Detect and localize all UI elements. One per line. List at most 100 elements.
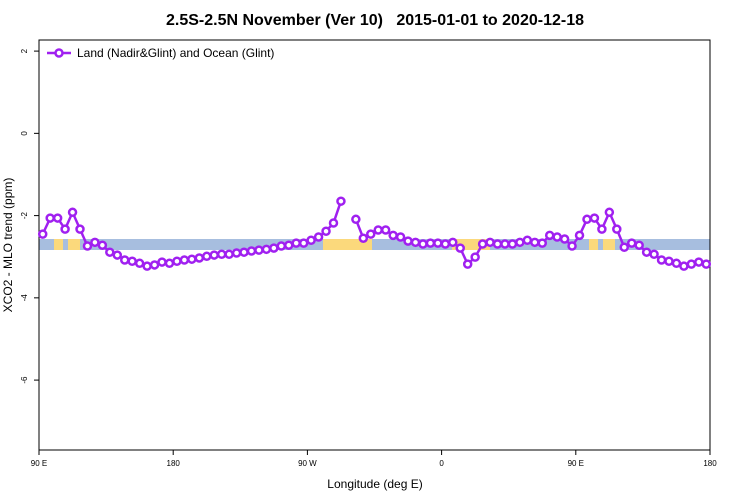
data-point bbox=[418, 239, 428, 249]
data-point bbox=[679, 261, 689, 271]
data-point bbox=[380, 225, 391, 235]
data-point bbox=[597, 224, 607, 234]
data-point bbox=[470, 252, 480, 262]
data-point bbox=[604, 207, 615, 218]
data-point bbox=[656, 255, 667, 265]
data-point bbox=[641, 247, 652, 257]
data-point bbox=[127, 256, 137, 266]
data-point bbox=[269, 243, 279, 253]
x-tick-label: 90 W bbox=[298, 459, 317, 468]
data-point bbox=[351, 214, 361, 225]
data-point bbox=[567, 241, 577, 251]
data-point bbox=[433, 238, 443, 248]
land-band bbox=[452, 239, 490, 250]
data-point bbox=[649, 249, 659, 260]
data-point bbox=[358, 233, 369, 243]
data-point bbox=[403, 236, 413, 246]
data-point bbox=[90, 237, 100, 248]
data-point bbox=[142, 261, 152, 271]
data-point bbox=[172, 256, 182, 266]
data-point bbox=[119, 255, 130, 265]
x-tick-label: 90 E bbox=[568, 459, 584, 468]
land-band bbox=[589, 239, 598, 250]
data-point bbox=[694, 257, 704, 267]
data-point bbox=[216, 249, 227, 260]
data-point bbox=[328, 218, 339, 228]
data-point bbox=[500, 239, 510, 249]
data-point bbox=[455, 243, 465, 253]
data-point bbox=[425, 238, 436, 248]
data-point bbox=[67, 207, 78, 218]
data-point bbox=[336, 196, 346, 206]
data-point bbox=[284, 240, 294, 250]
data-point bbox=[179, 255, 190, 265]
data-point bbox=[321, 226, 331, 236]
x-tick-label: 90 E bbox=[31, 459, 47, 468]
data-point bbox=[97, 240, 108, 250]
data-point bbox=[701, 259, 712, 269]
legend-label: Land (Nadir&Glint) and Ocean (Glint) bbox=[77, 46, 274, 60]
data-point bbox=[522, 235, 533, 246]
data-point bbox=[664, 256, 674, 266]
data-point bbox=[410, 237, 421, 248]
data-point bbox=[440, 239, 451, 249]
land-ocean-band bbox=[39, 239, 710, 250]
data-point bbox=[515, 237, 525, 248]
data-point bbox=[157, 257, 167, 267]
data-point bbox=[105, 247, 115, 257]
data-point bbox=[552, 232, 562, 242]
y-axis-label: XCO2 - MLO trend (ppm) bbox=[1, 178, 15, 313]
land-band bbox=[323, 239, 372, 250]
data-point bbox=[544, 230, 555, 241]
data-point bbox=[671, 258, 682, 269]
data-point bbox=[254, 245, 264, 255]
data-point bbox=[574, 230, 585, 241]
data-point bbox=[485, 237, 495, 248]
data-point bbox=[224, 249, 234, 260]
data-point bbox=[202, 251, 212, 262]
y-tick-label: -6 bbox=[20, 376, 29, 384]
y-tick-label: -2 bbox=[20, 211, 29, 219]
data-point bbox=[60, 224, 70, 234]
data-point bbox=[626, 238, 637, 248]
data-point bbox=[634, 240, 644, 250]
chart-title: 2.5S-2.5N November (Ver 10) 2015-01-01 t… bbox=[166, 12, 584, 29]
data-point bbox=[306, 235, 316, 246]
data-point bbox=[507, 239, 518, 249]
data-point bbox=[395, 232, 406, 242]
data-point bbox=[388, 230, 398, 241]
data-point bbox=[686, 259, 697, 269]
data-point bbox=[75, 224, 85, 234]
x-tick-label: 180 bbox=[167, 459, 181, 468]
data-point bbox=[246, 246, 257, 256]
data-point bbox=[462, 259, 473, 269]
land-band bbox=[68, 239, 80, 250]
data-point bbox=[82, 241, 93, 251]
y-tick-label: -4 bbox=[20, 294, 29, 302]
data-point bbox=[619, 242, 630, 253]
data-point bbox=[530, 237, 540, 248]
data-point bbox=[589, 213, 600, 223]
data-point bbox=[164, 258, 175, 269]
data-point bbox=[45, 213, 55, 223]
data-point bbox=[366, 229, 376, 239]
data-point bbox=[582, 214, 592, 225]
data-point bbox=[492, 239, 503, 249]
land-band bbox=[603, 239, 615, 250]
data-point bbox=[37, 229, 48, 239]
data-point bbox=[537, 238, 547, 248]
data-point bbox=[209, 250, 219, 260]
data-point bbox=[313, 232, 324, 242]
data-point bbox=[477, 239, 488, 249]
data-point bbox=[112, 250, 123, 260]
land-band bbox=[54, 239, 63, 250]
plot-frame bbox=[38, 39, 711, 451]
data-point bbox=[149, 260, 160, 270]
data-point bbox=[291, 238, 301, 248]
y-tick-label: 2 bbox=[20, 48, 29, 53]
x-tick-label: 0 bbox=[439, 459, 444, 468]
data-point bbox=[134, 258, 145, 269]
data-point bbox=[559, 234, 570, 244]
data-point bbox=[448, 237, 458, 248]
